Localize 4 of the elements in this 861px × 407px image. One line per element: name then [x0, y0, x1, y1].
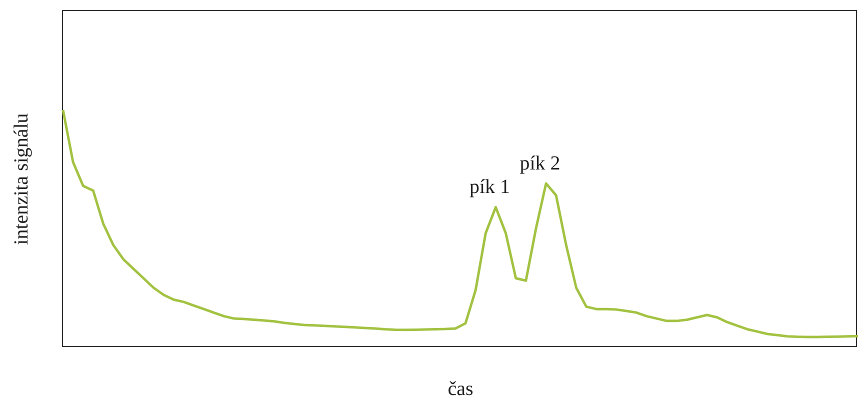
x-axis-title: čas: [446, 378, 474, 401]
annotation: pík 2: [520, 152, 560, 174]
y-axis-title: intenzita signálu: [10, 112, 34, 244]
annotation: pík 1: [469, 176, 510, 198]
